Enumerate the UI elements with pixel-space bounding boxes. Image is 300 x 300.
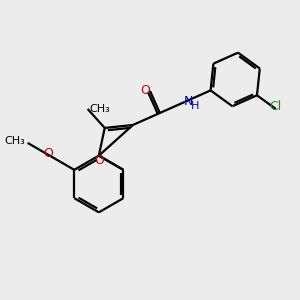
Text: O: O	[141, 83, 151, 97]
Text: CH₃: CH₃	[4, 136, 25, 146]
Text: N: N	[183, 95, 193, 108]
Text: O: O	[44, 147, 53, 160]
Text: H: H	[190, 101, 199, 111]
Text: O: O	[94, 154, 104, 167]
Text: Cl: Cl	[270, 100, 282, 113]
Text: CH₃: CH₃	[89, 104, 110, 114]
